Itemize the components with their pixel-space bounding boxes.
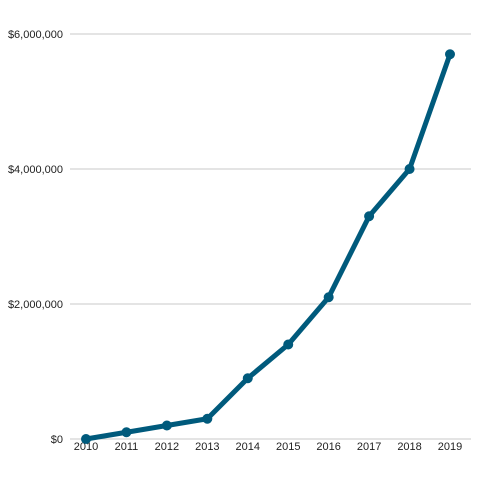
x-tick-label: 2010 xyxy=(74,441,98,453)
series-line xyxy=(83,51,453,442)
y-tick-label: $4,000,000 xyxy=(8,164,63,176)
x-tick-label: 2019 xyxy=(438,441,462,453)
data-point[interactable] xyxy=(445,49,455,60)
data-point[interactable] xyxy=(161,420,172,431)
x-tick-label: 2017 xyxy=(357,441,381,453)
x-tick-label: 2016 xyxy=(316,441,340,453)
x-tick-label: 2013 xyxy=(195,441,219,453)
series-layer xyxy=(81,49,455,444)
x-tick-label: 2012 xyxy=(155,441,179,453)
x-tick-label: 2011 xyxy=(115,441,139,453)
y-tick-label: $2,000,000 xyxy=(8,299,63,311)
grid-layer xyxy=(70,33,471,440)
y-tick-label: $6,000,000 xyxy=(8,29,63,41)
data-point[interactable] xyxy=(81,434,91,444)
x-tick-label: 2014 xyxy=(236,441,260,453)
y-tick-label: $0 xyxy=(51,434,63,446)
data-point[interactable] xyxy=(404,164,415,174)
data-point[interactable] xyxy=(323,292,334,303)
data-point[interactable] xyxy=(202,413,213,424)
y-axis: $0 $2,000,000 $4,000,000 $6,000,000 xyxy=(8,29,63,446)
data-point[interactable] xyxy=(364,211,375,222)
data-point[interactable] xyxy=(283,339,294,350)
data-point[interactable] xyxy=(121,427,132,438)
data-point[interactable] xyxy=(242,373,253,384)
x-tick-label: 2018 xyxy=(397,441,421,453)
x-axis: 2010 2011 2012 2013 2014 2015 2016 2017 2018 2019 xyxy=(74,441,462,453)
x-tick-label: 2015 xyxy=(276,441,300,453)
